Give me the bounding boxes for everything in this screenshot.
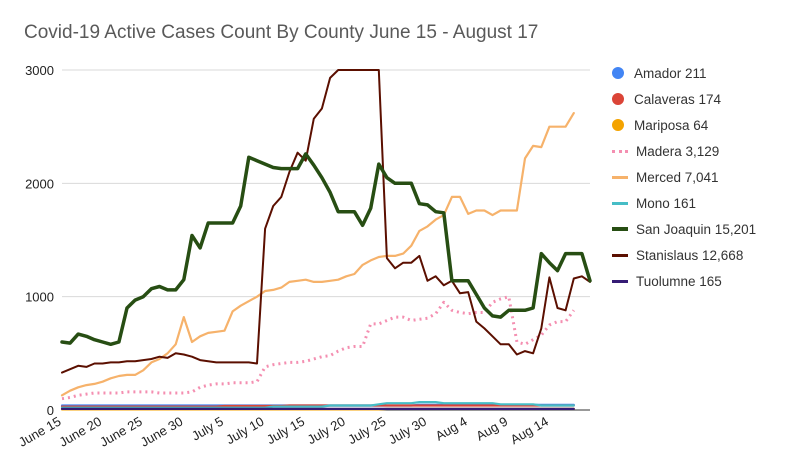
x-tick-label: June 20 — [57, 414, 105, 450]
legend-item: Amador 211 — [612, 60, 782, 86]
legend-item: Tuolumne 165 — [612, 268, 782, 294]
legend-item: Stanislaus 12,668 — [612, 242, 782, 268]
x-tick-label: Aug 14 — [508, 414, 551, 448]
series-line-san — [60, 152, 592, 347]
legend-swatch — [612, 201, 628, 205]
chart-title: Covid-19 Active Cases Count By County Ju… — [24, 22, 539, 43]
series-line-stanislaus — [61, 69, 591, 374]
y-tick-label: 2000 — [25, 176, 54, 191]
legend-item: Mono 161 — [612, 190, 782, 216]
legend-label: San Joaquin 15,201 — [636, 221, 757, 237]
y-tick-label: 3000 — [25, 63, 54, 78]
legend-swatch — [612, 279, 628, 283]
legend-swatch — [612, 253, 628, 257]
legend-swatch — [612, 227, 628, 231]
legend-swatch — [612, 175, 628, 179]
series-line-madera — [61, 295, 576, 401]
legend-label: Madera 3,129 — [636, 143, 720, 159]
x-tick-label: June 30 — [138, 414, 186, 450]
x-tick-label: July 10 — [223, 414, 266, 448]
legend-label: Stanislaus 12,668 — [636, 247, 744, 263]
series-line-merced — [60, 111, 575, 397]
legend-label: Calaveras 174 — [634, 91, 722, 107]
x-tick-label: June 15 — [16, 414, 64, 450]
x-tick-label: June 25 — [97, 414, 145, 450]
legend-swatch — [612, 149, 628, 153]
legend-label: Mariposa 64 — [634, 117, 709, 133]
legend-item: Merced 7,041 — [612, 164, 782, 190]
y-tick-label: 0 — [47, 403, 54, 418]
legend-item: Mariposa 64 — [612, 112, 782, 138]
legend-item: Calaveras 174 — [612, 86, 782, 112]
x-tick-label: Aug 4 — [433, 414, 470, 444]
x-tick-label: July 25 — [345, 414, 388, 448]
x-tick-label: July 5 — [189, 414, 226, 444]
y-tick-label: 1000 — [25, 290, 54, 305]
legend-swatch — [612, 93, 624, 105]
legend-label: Tuolumne 165 — [636, 273, 722, 289]
legend-label: Amador 211 — [634, 65, 707, 81]
legend-label: Mono 161 — [636, 195, 697, 211]
legend-label: Merced 7,041 — [636, 169, 719, 185]
x-tick-label: July 30 — [386, 414, 429, 448]
legend-swatch — [612, 67, 624, 79]
x-tick-label: July 15 — [264, 414, 307, 448]
legend: Amador 211 Calaveras 174 Mariposa 64 Madera… — [612, 60, 782, 294]
x-tick-label: Aug 9 — [473, 414, 510, 444]
legend-item: San Joaquin 15,201 — [612, 216, 782, 242]
series-line-mono — [60, 401, 575, 409]
legend-swatch — [612, 119, 624, 131]
x-tick-label: July 20 — [305, 414, 348, 448]
legend-item: Madera 3,129 — [612, 138, 782, 164]
